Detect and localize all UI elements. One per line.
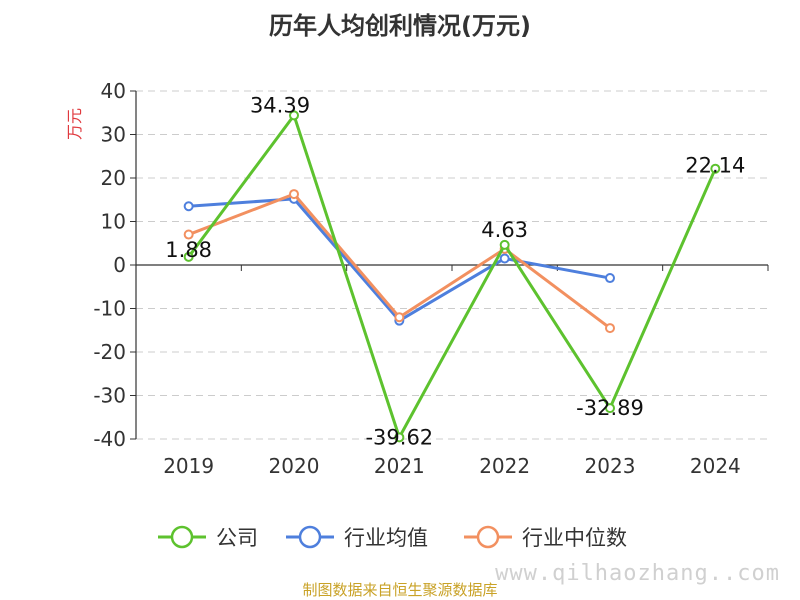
data-point[interactable] [394,432,405,443]
axes: 40 30 20 10 0 -10 -20 -30 -40 2019 2020 2021 2022 202… [93,79,769,478]
data-label: 4.63 [481,218,528,242]
y-tick-label: -20 [93,340,126,364]
y-tick-label: 40 [101,79,126,103]
data-point[interactable] [499,239,510,250]
y-tick-label: -30 [93,384,126,408]
y-tick-label: 10 [101,210,126,234]
legend-item-1[interactable]: 行业均值 [286,525,428,550]
y-tick-label: -40 [93,427,126,451]
legend-swatch-marker [170,525,194,549]
watermark: www.qilhaozhang..com [495,561,780,586]
data-point[interactable] [289,189,299,200]
data-point[interactable] [289,110,299,121]
gridlines [136,90,768,440]
y-tick-label: 0 [113,253,126,277]
data-label: 1.88 [165,238,212,262]
legend-swatch-marker [476,525,500,549]
y-tick-label: 20 [101,166,126,190]
legend[interactable]: 公司 行业均值 行业中位数 [158,525,627,550]
data-label: 22.14 [685,154,745,178]
data-point[interactable] [499,253,510,264]
y-tick-label: -10 [93,297,126,321]
legend-label: 行业中位数 [522,526,627,550]
x-tick-label: 2019 [163,454,214,478]
series-line-0 [187,113,717,439]
series-lines [183,110,721,443]
data-point[interactable] [183,229,194,240]
data-label: -32.89 [576,396,644,420]
legend-label: 公司 [216,526,258,550]
data-label: -39.62 [365,425,433,449]
data-point[interactable] [605,273,615,284]
legend-swatch-marker [298,525,322,549]
data-label: 34.39 [250,93,310,117]
data-point[interactable] [710,163,721,174]
data-point[interactable] [183,201,194,212]
data-point[interactable] [605,323,615,334]
x-tick-label: 2021 [374,454,425,478]
y-axis-label: 万元 [65,108,84,140]
data-point[interactable] [183,251,194,262]
data-source-note: 制图数据来自恒生聚源数据库 [302,581,497,599]
y-tick-label: 30 [101,123,126,147]
x-tick-label: 2024 [690,454,741,478]
chart-title: 历年人均创利情况(万元) [269,12,531,40]
x-tick-label: 2020 [269,454,320,478]
legend-item-0[interactable]: 公司 [158,525,258,550]
data-labels: 1.88 34.39 -39.62 4.63 -32.89 22.14 [165,93,745,449]
series-line-1 [188,197,611,323]
x-tick-label: 2023 [585,454,636,478]
data-point[interactable] [394,312,405,323]
legend-item-2[interactable]: 行业中位数 [464,525,627,550]
legend-label: 行业均值 [344,526,428,550]
data-point[interactable] [605,403,615,414]
x-tick-label: 2022 [479,454,530,478]
